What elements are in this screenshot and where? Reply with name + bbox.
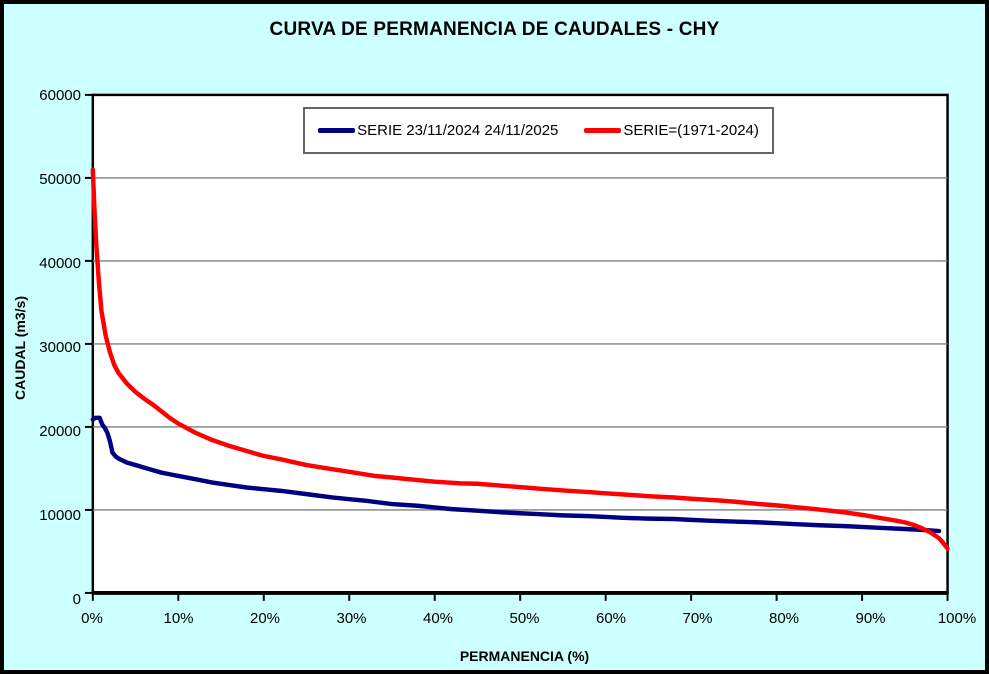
x-tick-label: 90% [855, 610, 886, 627]
series-line-current [90, 415, 942, 534]
legend: SERIE 23/11/2024 24/11/2025 SERIE=(1971-… [303, 107, 774, 154]
x-tick-label: 80% [768, 610, 800, 627]
y-tick-label: 40000 [39, 255, 81, 272]
y-tick-label: 50000 [39, 171, 81, 188]
y-tick-label: 0 [72, 591, 81, 608]
legend-label: SERIE 23/11/2024 24/11/2025 [357, 122, 559, 139]
x-tick-label: 10% [163, 610, 194, 627]
x-tick-label: 0% [81, 610, 103, 627]
x-tick-label: 100% [937, 610, 977, 627]
current-series-line-icon [318, 128, 356, 133]
x-tick-label: 30% [336, 610, 367, 627]
historic-series-line-icon [584, 128, 622, 133]
y-tick-label: 10000 [39, 507, 81, 524]
y-tick-label: 20000 [39, 423, 81, 440]
plot-canvas [84, 93, 950, 601]
legend-item-historic-series: SERIE=(1971-2024) [584, 122, 759, 139]
x-tick-label: 70% [682, 610, 713, 627]
y-tick-label: 30000 [39, 339, 81, 356]
x-axis-title: PERMANENCIA (%) [459, 648, 590, 664]
x-tick-label: 50% [509, 610, 540, 627]
chart-title: CURVA DE PERMANENCIA DE CAUDALES - CHY [269, 19, 720, 40]
legend-label: SERIE=(1971-2024) [623, 122, 759, 139]
series-line-historic [90, 167, 950, 551]
legend-item-current-series: SERIE 23/11/2024 24/11/2025 [318, 122, 558, 139]
x-tick-label: 20% [249, 610, 281, 627]
y-tick-label: 60000 [39, 87, 81, 104]
x-tick-label: 60% [595, 610, 627, 627]
x-tick-label: 40% [422, 610, 454, 627]
